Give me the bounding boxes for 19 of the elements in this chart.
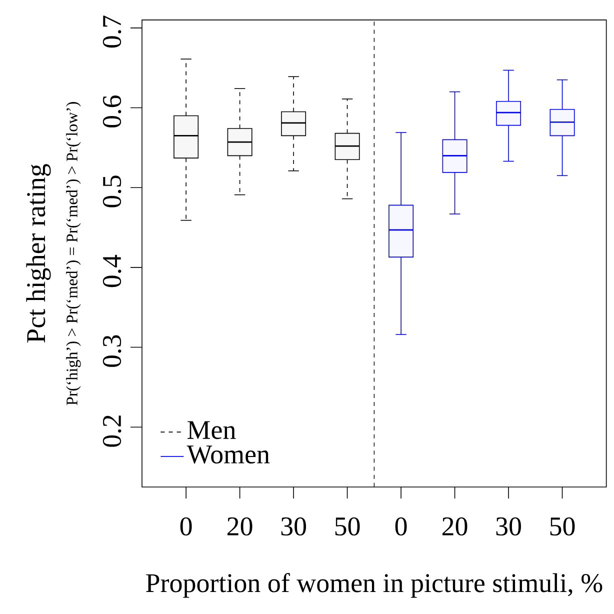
y-tick-label: 0.4: [102, 254, 122, 288]
legend-label: Men: [188, 421, 236, 440]
x-tick-label: 50: [335, 517, 360, 536]
y-tick-label: 0.2: [102, 416, 122, 447]
y-axis-title: Pct higher rating: [26, 164, 51, 343]
y-tick-label: 0.5: [102, 176, 122, 208]
x-axis-title: Proportion of women in picture stimuli, %: [146, 572, 602, 598]
x-tick-label: 0: [180, 517, 192, 536]
x-tick-label: 0: [395, 517, 407, 536]
legend-label: Women: [186, 446, 270, 464]
x-tick-label: 30: [281, 517, 306, 536]
x-tick-label: 20: [442, 517, 468, 536]
y-tick-label: 0.6: [102, 96, 122, 128]
y-tick-label: 0.7: [102, 16, 122, 48]
y-tick-label: 0.3: [102, 335, 122, 367]
x-tick-label: 30: [496, 517, 521, 536]
text: Pr(‘high’) > Pr(‘med’) = Pr(‘med’) > Pr(‘low’): [66, 102, 81, 406]
x-tick-label: 20: [227, 517, 252, 536]
x-tick-label: 50: [550, 517, 575, 536]
